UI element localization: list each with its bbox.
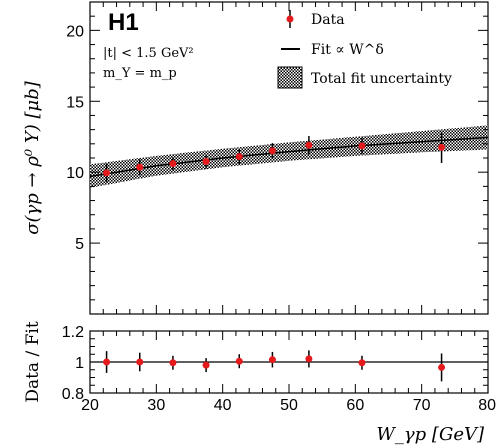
legend-fit-label: Fit ∝ W^δ <box>311 42 384 58</box>
ratio-point <box>235 357 243 365</box>
lower-y-tick-label: 1.2 <box>62 324 84 341</box>
ratio-point <box>136 358 144 366</box>
cross-section-point <box>202 158 210 166</box>
ratio-point <box>169 359 177 367</box>
h1-logo: H1 <box>108 9 139 36</box>
x-tick-label: 50 <box>280 397 298 414</box>
x-tick-label: 80 <box>478 397 496 414</box>
lower-y-tick-labels: 0.8 1 1.2 <box>62 324 84 403</box>
x-axis-title: W_γp [GeV] <box>376 424 485 445</box>
lower-y-axis-title: Data / Fit <box>23 321 43 402</box>
legend-band-swatch <box>277 66 303 89</box>
my-annotation: m_Y = m_p <box>103 66 177 81</box>
cross-section-data-points <box>103 131 446 183</box>
upper-y-tick-label: 20 <box>66 23 84 40</box>
upper-y-tick-label: 15 <box>66 94 84 111</box>
ratio-point <box>358 359 366 367</box>
upper-y-axis-title: σ(γp → ρ⁰ Y) [μb] <box>22 80 43 235</box>
ratio-point <box>438 363 446 371</box>
cross-section-point <box>235 153 243 161</box>
cross-section-point <box>268 147 276 155</box>
fit-uncertainty-band <box>90 125 488 188</box>
x-tick-label: 30 <box>147 397 165 414</box>
cross-section-point <box>103 169 111 177</box>
ratio-point <box>202 361 210 369</box>
ratio-point <box>305 355 313 363</box>
ratio-point <box>103 358 111 366</box>
lower-y-tick-label: 1 <box>75 355 84 372</box>
upper-y-tick-labels: 5 10 15 20 <box>66 23 84 253</box>
x-tick-label: 70 <box>413 397 431 414</box>
legend-band-label: Total fit uncertainty <box>311 71 452 87</box>
x-tick-label: 20 <box>81 397 99 414</box>
upper-ticks <box>89 1 489 315</box>
cross-section-point <box>358 142 366 150</box>
x-tick-labels: 20 30 40 50 60 70 80 <box>81 397 496 414</box>
cross-section-point <box>305 141 313 149</box>
legend-data-marker <box>286 10 294 28</box>
ratio-data-points <box>103 350 446 382</box>
cross-section-point <box>169 160 177 168</box>
cross-section-panel: 5 10 15 20 H1 |t| < 1.5 GeV² m_Y = m_p Data… <box>22 1 489 315</box>
fit-uncertainty-band-area <box>90 125 488 188</box>
x-tick-label: 40 <box>214 397 232 414</box>
fit-curve <box>89 136 489 178</box>
ratio-point <box>268 356 276 364</box>
upper-y-tick-label: 5 <box>75 236 84 253</box>
cross-section-point <box>136 163 144 171</box>
x-tick-label: 60 <box>346 397 364 414</box>
ratio-panel: 0.8 1 1.2 20 30 40 50 60 70 80 Data / Fit W_γp [… <box>23 321 496 445</box>
lower-ticks <box>89 330 489 394</box>
upper-y-tick-label: 10 <box>66 165 84 182</box>
lower-y-tick-label: 0.8 <box>62 386 84 403</box>
legend-data-label: Data <box>311 12 345 28</box>
cross-section-point <box>438 143 446 151</box>
fit-line <box>89 136 489 178</box>
legend: Data Fit ∝ W^δ Total fit uncertainty <box>277 10 452 89</box>
t-cut-annotation: |t| < 1.5 GeV² <box>103 46 194 61</box>
